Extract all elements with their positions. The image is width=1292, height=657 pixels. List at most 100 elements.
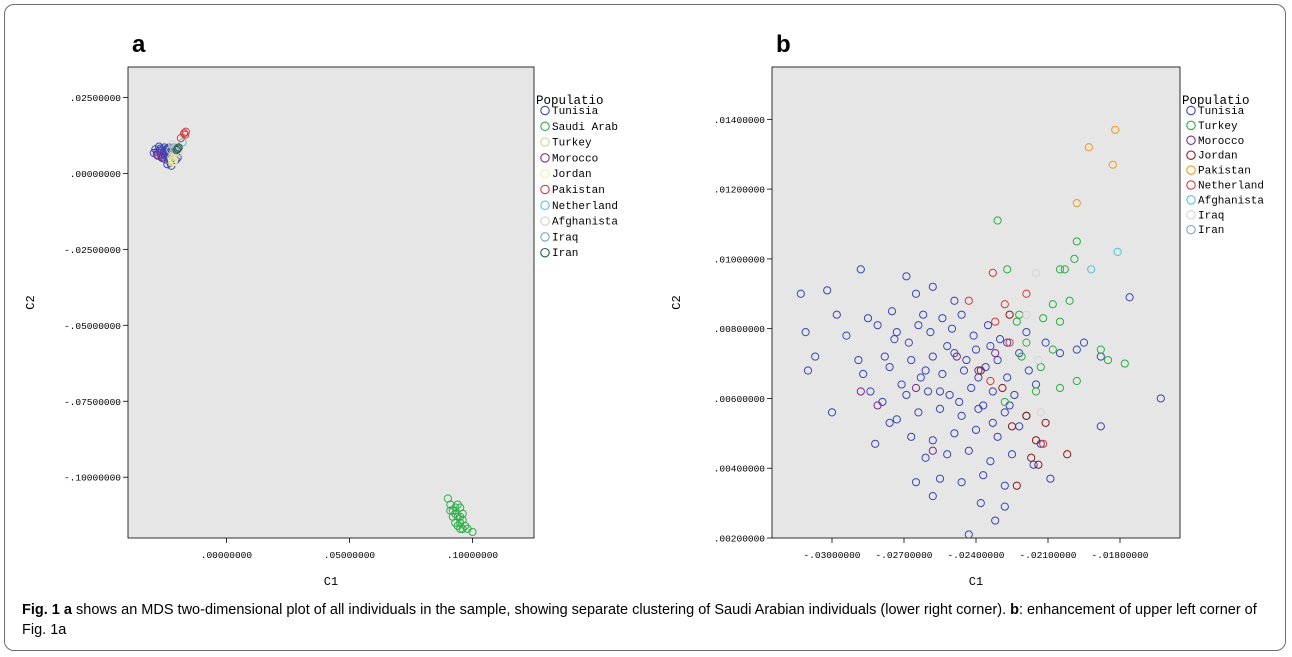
point-saudi-arab: [451, 518, 460, 527]
legend-marker-saudi-arab: [540, 121, 550, 132]
point-tunisia: [988, 418, 997, 427]
point-tunisia: [823, 286, 832, 295]
point-saudi-arab: [456, 512, 465, 521]
caption-part-b-label: b: [1010, 602, 1019, 618]
point-morocco: [856, 387, 865, 396]
plot-area-b: [771, 66, 1181, 539]
x-axis-label-b: C1: [969, 575, 983, 589]
point-turkey: [1022, 338, 1031, 347]
y-tick-label-b: .01200000: [714, 185, 766, 196]
point-jordan: [976, 366, 985, 375]
point-tunisia: [964, 446, 973, 455]
point-tunisia: [1003, 373, 1012, 382]
point-tunisia: [866, 387, 875, 396]
point-turkey: [1072, 237, 1081, 246]
point-jordan: [1005, 310, 1014, 319]
point-tunisia: [1007, 450, 1017, 459]
point-iran: [174, 143, 183, 152]
point-turkey: [1072, 376, 1081, 386]
point-jordan: [169, 156, 179, 165]
point-tunisia: [863, 314, 873, 323]
point-jordan: [1022, 411, 1031, 420]
point-morocco: [153, 151, 162, 160]
y-tick-label-a: -.05000000: [64, 321, 121, 332]
point-tunisia: [943, 342, 952, 351]
point-turkey: [1017, 352, 1026, 361]
point-tunisia: [832, 310, 841, 319]
point-pakistan: [1108, 160, 1117, 169]
y-tick-label-b: .00400000: [714, 464, 766, 475]
point-jordan: [1007, 422, 1017, 431]
legend-label-jordan: Jordan: [552, 169, 592, 181]
point-tunisia: [993, 432, 1002, 441]
point-turkey: [1003, 265, 1012, 274]
point-turkey: [1000, 397, 1009, 407]
point-tunisia: [983, 321, 993, 330]
point-jordan: [1012, 481, 1021, 490]
point-jordan: [1041, 418, 1050, 427]
point-tunisia: [935, 404, 945, 414]
point-pakistan: [1084, 143, 1093, 152]
point-tunisia: [926, 328, 935, 337]
point-tunisia: [892, 415, 901, 424]
point-tunisia: [1010, 390, 1019, 400]
point-saudi-arab: [468, 527, 477, 537]
legend-marker-tunisia: [1186, 105, 1196, 116]
legend-marker-netherland: [540, 200, 550, 211]
point-tunisia: [991, 516, 1000, 525]
point-netherland: [964, 296, 973, 305]
point-tunisia: [902, 272, 911, 281]
legend-label-saudi-arab: Saudi Arab: [552, 122, 618, 134]
legend-marker-iran: [540, 247, 550, 258]
point-morocco: [991, 348, 1000, 358]
point-iraq: [1022, 310, 1031, 319]
point-pakistan: [181, 127, 190, 136]
figure-caption: Fig. 1 a shows an MDS two-dimensional pl…: [22, 600, 1267, 640]
point-jordan: [1031, 436, 1041, 445]
point-netherland: [991, 317, 1000, 326]
point-tunisia: [928, 492, 937, 501]
point-turkey: [1039, 314, 1048, 323]
point-tunisia: [1024, 366, 1033, 375]
point-tunisia: [887, 307, 897, 316]
legend-label-jordan: Jordan: [1198, 151, 1238, 163]
x-tick-label-b: -.02400000: [947, 550, 1004, 561]
point-tunisia: [947, 324, 957, 333]
point-tunisia: [904, 338, 913, 347]
point-turkey: [1065, 296, 1074, 305]
y-tick-label-a: .00000000: [70, 169, 122, 180]
y-tick-label-b: .00600000: [714, 394, 766, 405]
point-netherland: [1022, 289, 1031, 298]
point-tunisia: [916, 373, 925, 382]
point-tunisia: [957, 478, 966, 487]
point-tunisia: [907, 432, 916, 441]
point-tunisia: [885, 362, 894, 372]
point-tunisia: [914, 408, 923, 417]
y-tick-label-a: -.07500000: [64, 397, 121, 408]
point-tunisia: [911, 478, 921, 487]
legend-marker-netherland: [1186, 180, 1196, 190]
point-tunisia: [971, 425, 981, 434]
point-netherland: [1005, 338, 1014, 347]
legend-label-iran: Iran: [1198, 225, 1224, 237]
point-tunisia: [1125, 293, 1134, 302]
point-turkey: [1055, 383, 1065, 393]
point-tunisia: [959, 366, 969, 375]
point-tunisia: [880, 352, 889, 361]
points-a: [149, 127, 477, 537]
x-tick-label-b: -.03000000: [803, 550, 860, 561]
plot-area-a: [127, 66, 535, 539]
panel-a: a .02500000 .00000000 -.02500000 -.05000000 -…: [24, 31, 618, 589]
legend-marker-jordan: [1186, 150, 1196, 160]
point-netherland: [178, 138, 187, 147]
point-tunisia: [827, 408, 837, 417]
point-tunisia: [1000, 502, 1009, 511]
point-tunisia: [976, 499, 985, 508]
point-morocco: [952, 352, 961, 361]
y-tick-label-b: .01000000: [714, 254, 766, 265]
point-tunisia: [921, 453, 930, 462]
point-tunisia: [914, 321, 923, 330]
point-pakistan: [1072, 198, 1081, 208]
y-tick-label-a: -.02500000: [64, 245, 121, 256]
point-pakistan: [176, 134, 186, 143]
